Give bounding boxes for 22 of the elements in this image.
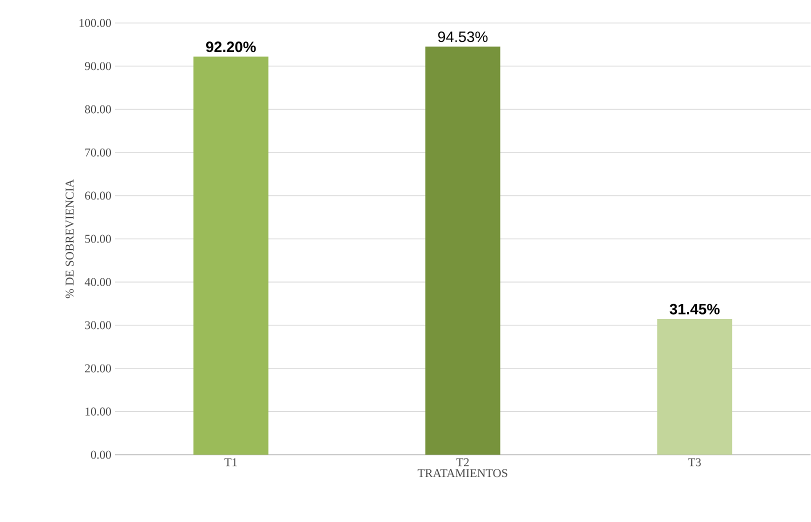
y-tick-label: 70.00 — [85, 148, 111, 157]
x-tick-label: T2 — [456, 458, 469, 466]
bar — [657, 319, 732, 455]
y-tick-label: 30.00 — [85, 321, 111, 330]
y-tick-label: 90.00 — [84, 62, 111, 70]
data-label: 92.20% — [206, 42, 256, 52]
y-tick-label: 0.00 — [90, 450, 111, 459]
data-label: 31.45% — [670, 304, 720, 315]
data-label: 94.53% — [438, 32, 488, 42]
y-tick-label: 60.00 — [85, 192, 111, 200]
y-tick-label: 20.00 — [85, 364, 111, 373]
x-tick-label: T3 — [688, 458, 701, 466]
y-tick-label: 100.00 — [80, 19, 111, 28]
bar — [193, 56, 268, 455]
y-tick-label: 40.00 — [84, 278, 111, 286]
x-tick-label: T1 — [224, 458, 237, 466]
y-tick-label: 50.00 — [85, 234, 111, 244]
y-tick-label: 10.00 — [86, 408, 111, 416]
y-axis-title: % DE SOBREVIENCIA — [66, 179, 74, 298]
y-tick-label: 80.00 — [85, 105, 111, 114]
x-axis-title: TRATAMIENTOS — [418, 469, 508, 478]
bar — [425, 46, 500, 455]
